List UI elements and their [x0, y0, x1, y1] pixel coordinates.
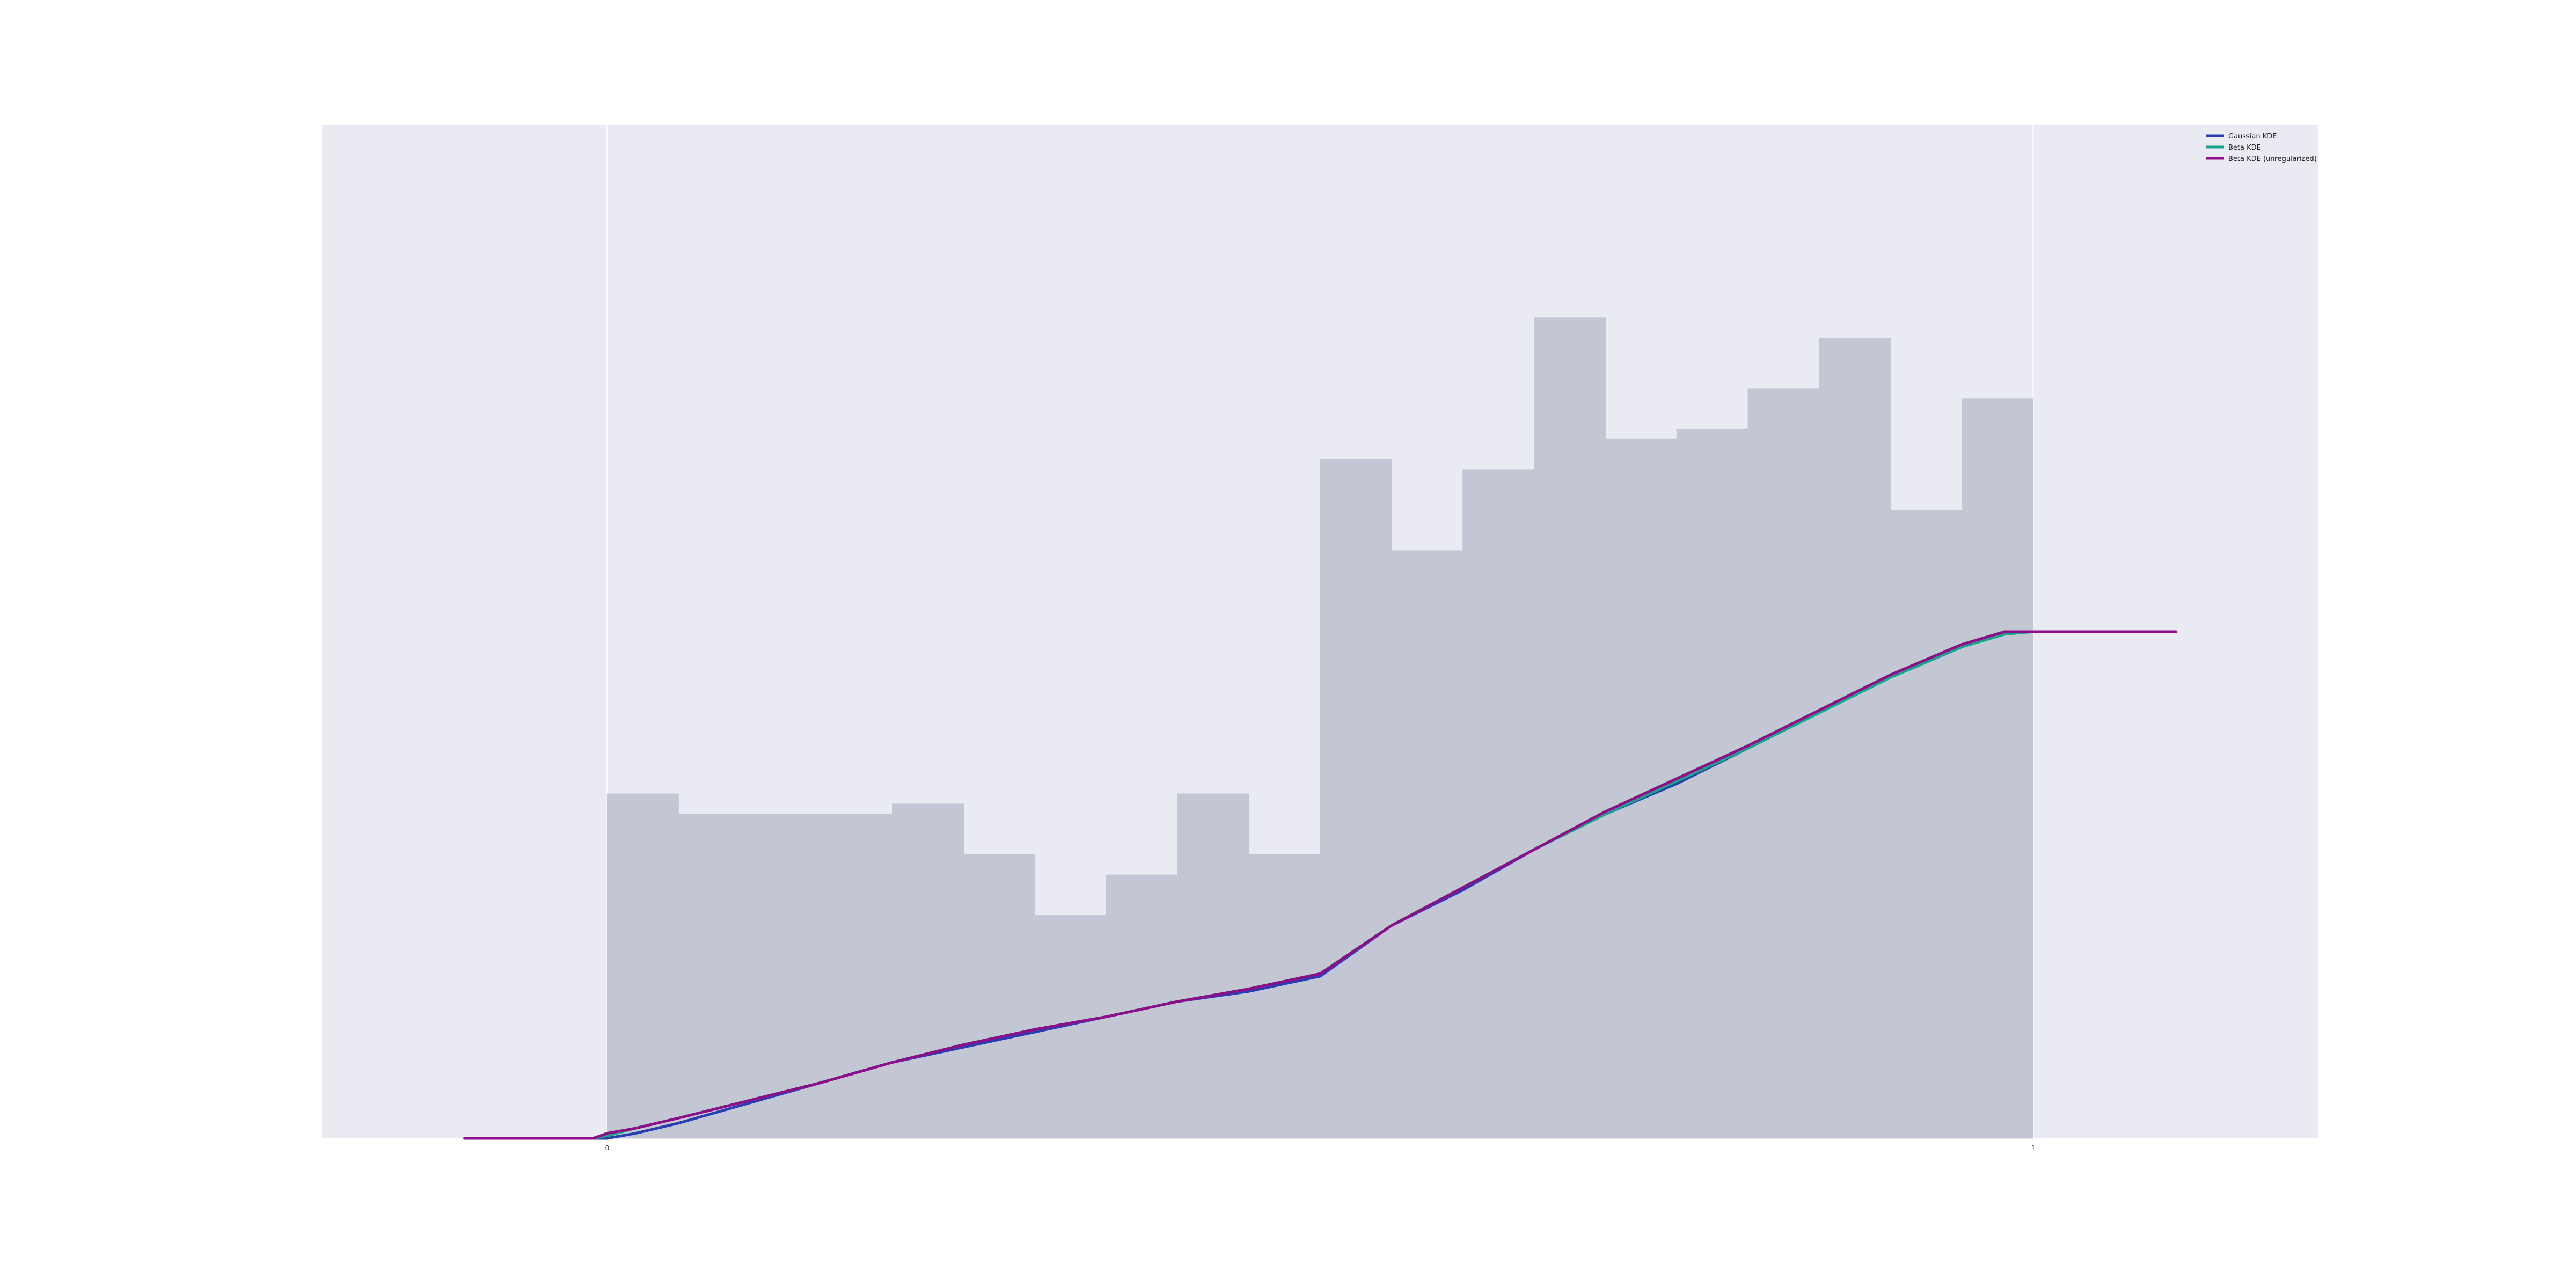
x-tick-label-0: 0	[605, 1144, 610, 1152]
histogram-bar	[749, 814, 822, 1139]
histogram-bar	[1177, 793, 1249, 1139]
histogram-bar	[1391, 550, 1463, 1139]
histogram-bar	[1248, 854, 1321, 1139]
histogram-bar	[1819, 337, 1891, 1139]
histogram-bar	[1106, 874, 1178, 1139]
legend: Gaussian KDE Beta KDE Beta KDE (unregulari…	[2206, 133, 2317, 163]
histogram-bar	[821, 814, 893, 1139]
histogram-bar	[1320, 459, 1392, 1139]
histogram-bar	[1962, 398, 2034, 1139]
histogram-bar	[606, 793, 679, 1139]
histogram-bar	[1890, 509, 1963, 1139]
histogram-bar	[1676, 428, 1748, 1139]
legend-label-2: Beta KDE (unregularized)	[2228, 155, 2317, 163]
histogram-bar	[1534, 317, 1606, 1139]
series-line-2	[463, 630, 2177, 1140]
histogram-bar	[1462, 469, 1535, 1139]
histogram-bar	[1747, 388, 1820, 1139]
legend-label-0: Gaussian KDE	[2228, 133, 2277, 141]
histogram-bar	[892, 803, 964, 1139]
legend-label-1: Beta KDE	[2228, 144, 2261, 152]
histogram-bars	[606, 317, 2034, 1139]
histogram-bar	[678, 814, 750, 1139]
histogram-bar	[963, 854, 1036, 1139]
x-tick-label-1: 1	[2031, 1144, 2036, 1152]
kde-lines	[463, 630, 2177, 1140]
